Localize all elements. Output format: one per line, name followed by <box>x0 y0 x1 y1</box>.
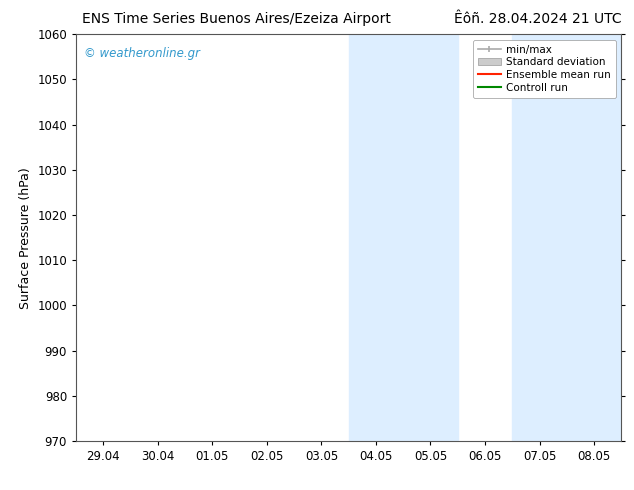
Legend: min/max, Standard deviation, Ensemble mean run, Controll run: min/max, Standard deviation, Ensemble me… <box>473 40 616 98</box>
Text: Êôñ. 28.04.2024 21 UTC: Êôñ. 28.04.2024 21 UTC <box>454 12 621 26</box>
Text: © weatheronline.gr: © weatheronline.gr <box>84 47 200 59</box>
Y-axis label: Surface Pressure (hPa): Surface Pressure (hPa) <box>19 167 32 309</box>
Text: ENS Time Series Buenos Aires/Ezeiza Airport: ENS Time Series Buenos Aires/Ezeiza Airp… <box>82 12 391 26</box>
Bar <box>349 34 458 441</box>
Title: ENS Time Series Buenos Aires/Ezeiza Airport          Êôñ. 28.04.2024 21 UTC: ENS Time Series Buenos Aires/Ezeiza Airp… <box>0 489 1 490</box>
Bar <box>512 34 621 441</box>
